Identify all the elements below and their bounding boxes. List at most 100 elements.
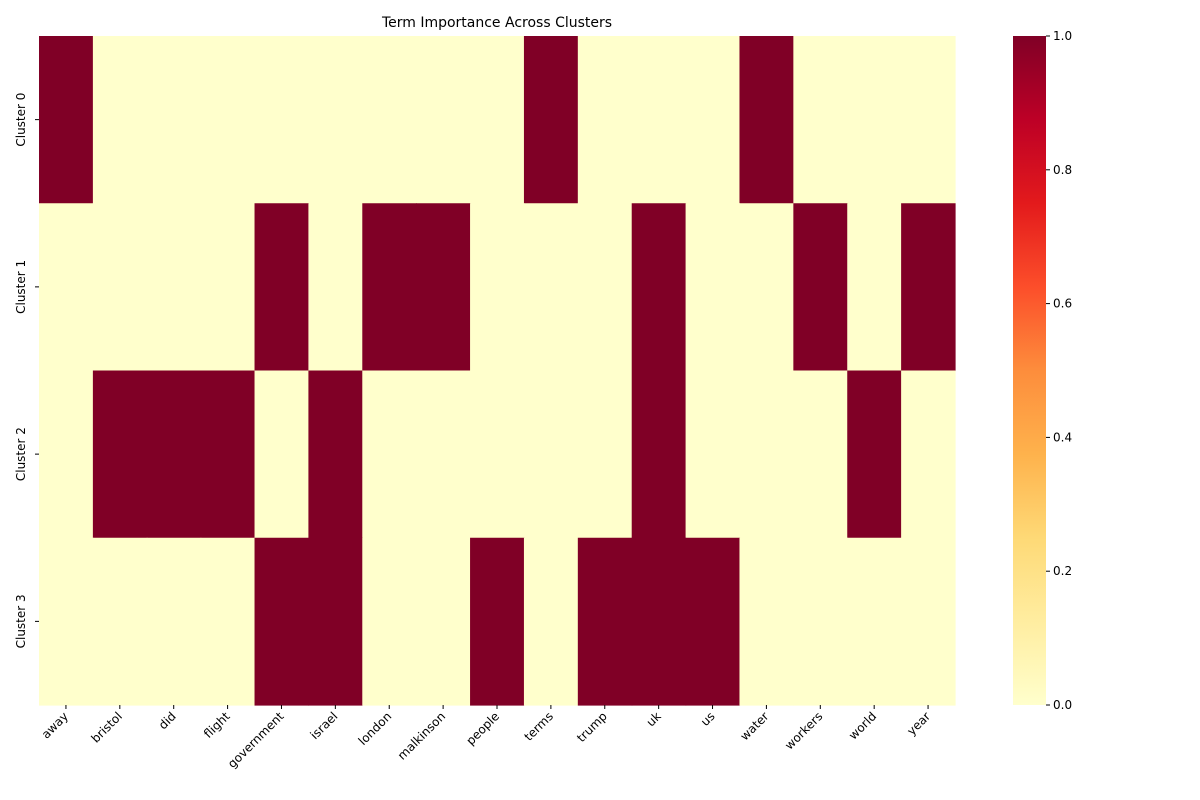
x-tick-label: us [698, 709, 718, 729]
heatmap-cell [308, 36, 363, 204]
heatmap-cell [901, 537, 956, 706]
colorbar-tick-label: 0.2 [1053, 564, 1072, 578]
heatmap-cell [39, 36, 94, 204]
heatmap-cell [901, 36, 956, 204]
heatmap-cell [523, 36, 579, 204]
heatmap-cell [739, 36, 794, 204]
heatmap-cell [523, 537, 579, 706]
heatmap-cell [577, 203, 633, 372]
heatmap-cell [146, 537, 202, 706]
heatmap-cell [254, 36, 310, 204]
heatmap-cell [416, 537, 471, 706]
heatmap-cell [470, 203, 525, 372]
chart-title: Term Importance Across Clusters [381, 15, 612, 31]
heatmap-cell [362, 537, 417, 706]
heatmap-cell [470, 370, 525, 539]
heatmap-cell [92, 370, 148, 539]
heatmap-cell [92, 36, 148, 204]
x-tick-label: workers [782, 709, 825, 752]
heatmap-cell [577, 370, 633, 539]
x-tick-label: trump [574, 709, 610, 745]
x-tick-label: terms [522, 709, 556, 743]
heatmap-cell [901, 370, 956, 539]
colorbar-tick-label: 0.4 [1053, 430, 1072, 444]
heatmap-cell [631, 370, 687, 539]
x-tick-label: year [904, 709, 933, 738]
x-tick-label: uk [644, 709, 664, 729]
heatmap-cell [685, 203, 741, 372]
heatmap-cell [362, 203, 417, 372]
heatmap-cell [92, 203, 148, 372]
y-tick-label: Cluster 2 [14, 427, 28, 481]
heatmap-cell [416, 36, 471, 204]
heatmap-cell [470, 36, 525, 204]
heatmap-cell [523, 370, 579, 539]
heatmap-cell [847, 36, 902, 204]
y-tick-label: Cluster 3 [14, 594, 28, 648]
heatmap-cell [739, 203, 794, 372]
heatmap-cell [577, 537, 633, 706]
heatmap-cells [39, 36, 956, 706]
x-tick-label: israel [308, 709, 341, 742]
heatmap-cell [793, 203, 848, 372]
x-tick-label: bristol [89, 709, 125, 745]
x-tick-label: malkinson [395, 709, 448, 762]
heatmap-cell [200, 370, 256, 539]
heatmap-cell [39, 203, 94, 372]
heatmap-cell [631, 537, 687, 706]
x-tick-label: away [39, 709, 71, 741]
heatmap-cell [254, 203, 310, 372]
heatmap-cell [577, 36, 633, 204]
x-tick-label: london [356, 709, 395, 748]
heatmap-cell [254, 537, 310, 706]
heatmap-cell [416, 370, 471, 539]
heatmap-cell [200, 36, 256, 204]
x-tick-label: world [846, 709, 879, 742]
heatmap-cell [146, 370, 202, 539]
heatmap-cell [308, 203, 363, 372]
y-tick-label: Cluster 0 [14, 93, 28, 147]
x-tick-label: people [463, 709, 502, 748]
heatmap-cell [200, 537, 256, 706]
x-tick-label: flight [201, 709, 233, 741]
colorbar-tick-label: 0.8 [1053, 163, 1072, 177]
heatmap-cell [739, 370, 794, 539]
heatmap-cell [793, 370, 848, 539]
heatmap-cell [146, 203, 202, 372]
heatmap-cell [254, 370, 310, 539]
colorbar-tick-label: 1.0 [1053, 29, 1072, 43]
heatmap-cell [631, 36, 687, 204]
y-axis: Cluster 0 Cluster 1 Cluster 2 Cluster 3 [14, 93, 39, 648]
x-tick-label: did [156, 709, 179, 732]
heatmap-cell [308, 370, 363, 539]
heatmap-cell [847, 203, 902, 372]
heatmap-cell [793, 537, 848, 706]
heatmap-cell [146, 36, 202, 204]
heatmap-cell [39, 537, 94, 706]
heatmap-cell [39, 370, 94, 539]
heatmap-cell [847, 537, 902, 706]
heatmap-cell [685, 370, 741, 539]
colorbar-gradient [1013, 36, 1046, 705]
heatmap-cell [362, 36, 417, 204]
heatmap-cell [793, 36, 848, 204]
y-tick-label: Cluster 1 [14, 260, 28, 314]
heatmap-cell [470, 537, 525, 706]
heatmap-cell [416, 203, 471, 372]
heatmap-cell [631, 203, 687, 372]
colorbar: 0.0 0.2 0.4 0.6 0.8 1.0 [1013, 29, 1072, 712]
heatmap-cell [200, 203, 256, 372]
colorbar-tick-label: 0.6 [1053, 297, 1072, 311]
heatmap-cell [523, 203, 579, 372]
heatmap-cell [308, 537, 363, 706]
heatmap-cell [739, 537, 794, 706]
heatmap-cell [685, 36, 741, 204]
x-tick-label: government [225, 709, 287, 771]
heatmap-cell [847, 370, 902, 539]
x-tick-label: water [737, 709, 771, 743]
heatmap-cell [362, 370, 417, 539]
heatmap-cell [901, 203, 956, 372]
